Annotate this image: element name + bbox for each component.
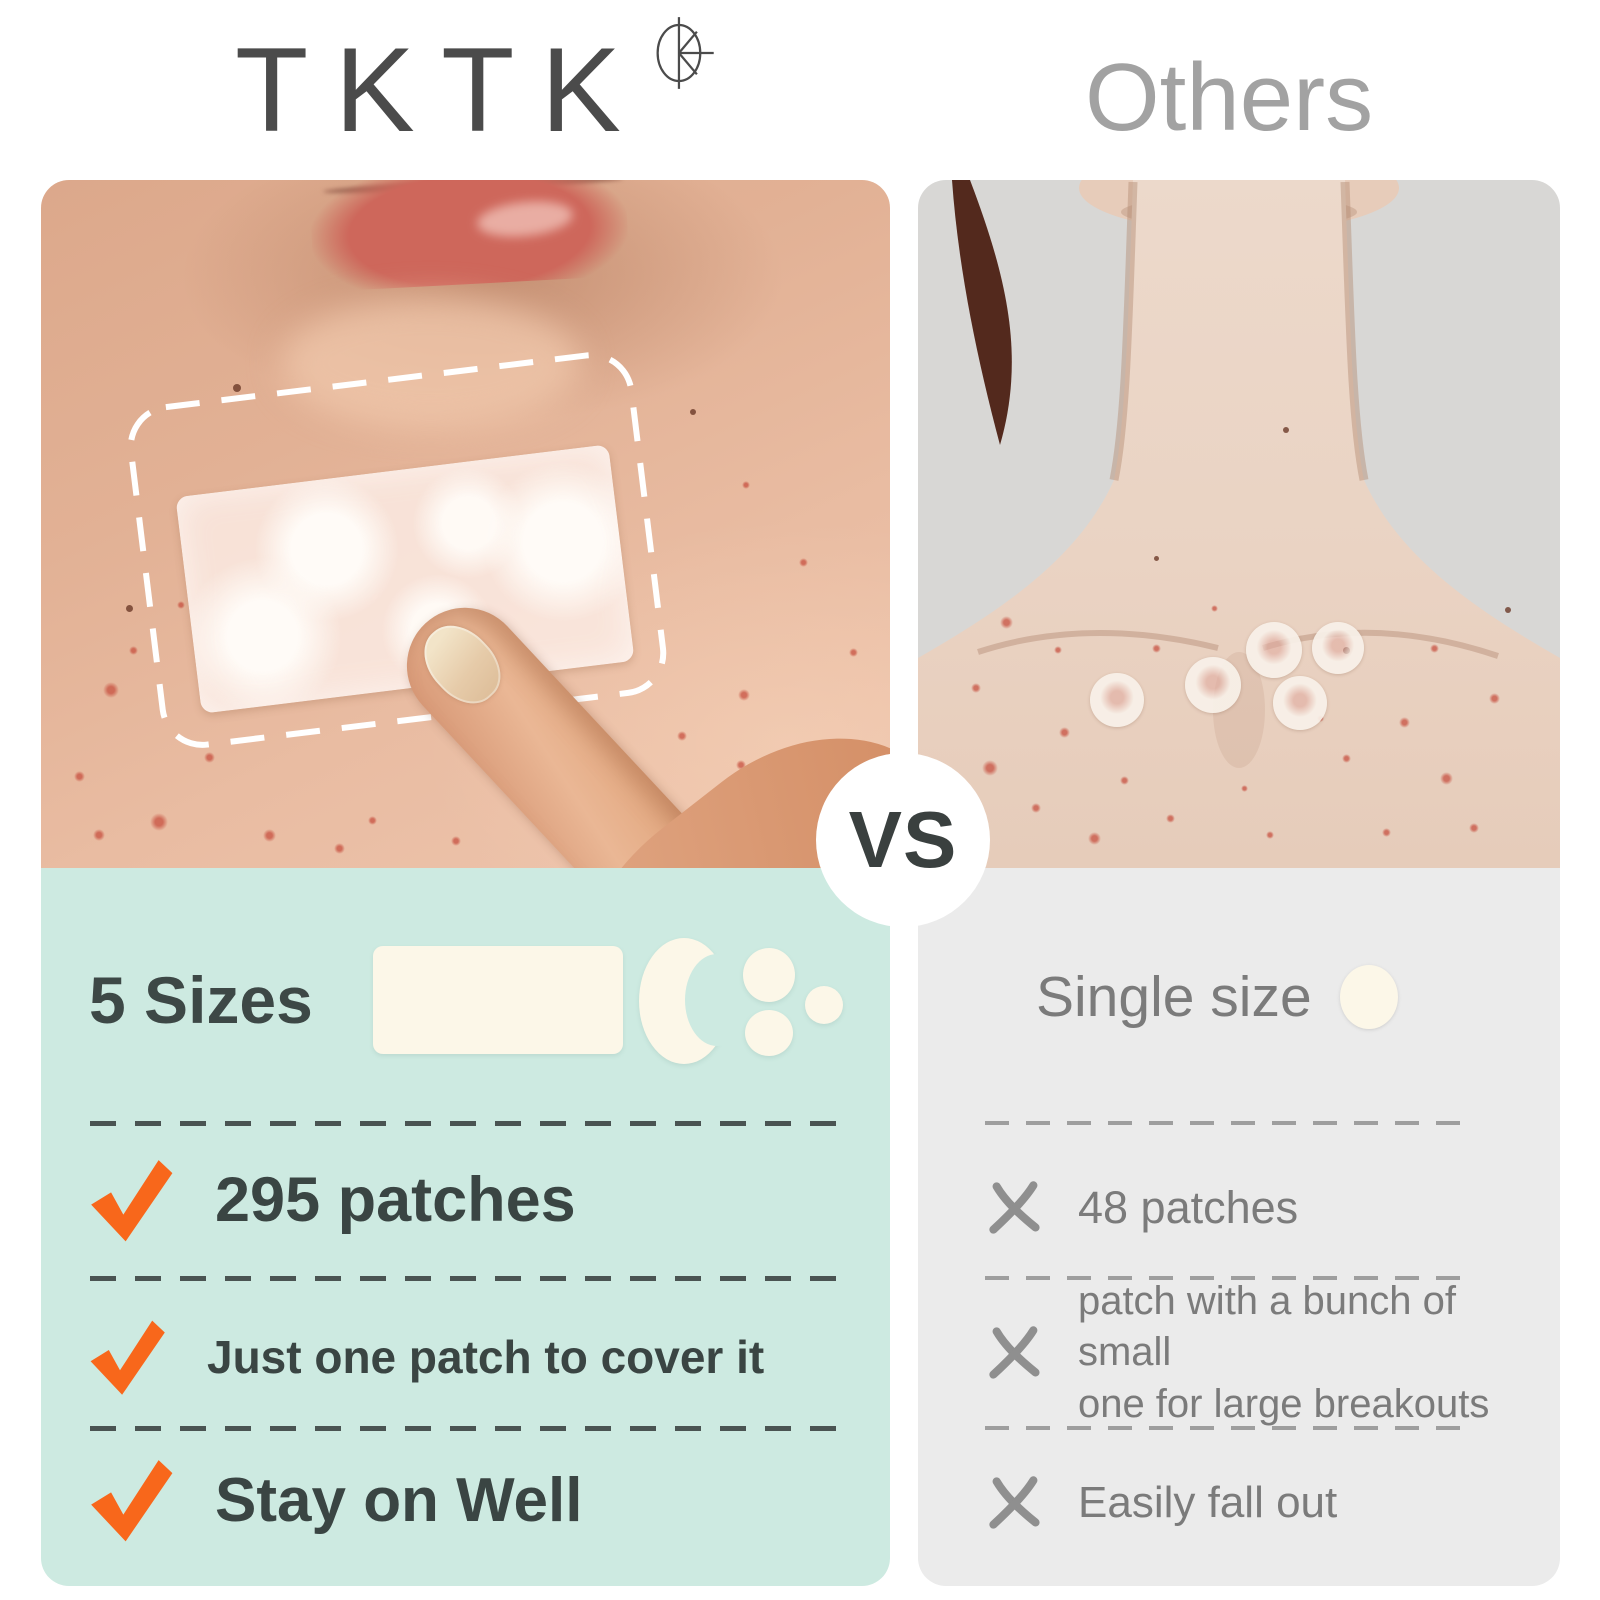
acne-spot [1165, 813, 1175, 823]
acne-spot [1341, 753, 1351, 763]
acne-spot [1439, 771, 1453, 785]
drawback-label: 48 patches [1078, 1182, 1299, 1233]
acne-spot [1398, 716, 1410, 728]
acne-spot [1031, 803, 1041, 813]
acne-spot [1469, 823, 1479, 833]
round-patch [1246, 622, 1302, 678]
round-patch [1185, 657, 1241, 713]
acne-spot [103, 682, 119, 698]
round-patch [1273, 676, 1327, 730]
x-icon [989, 1476, 1040, 1529]
x-icon [989, 1326, 1040, 1379]
tktk-logo-mark-icon [653, 16, 715, 95]
brand-logo: TKTK [235, 17, 715, 157]
acne-spot [982, 760, 998, 776]
feature-row: Just one patch to cover it [85, 1314, 764, 1400]
feature-label: 295 patches [215, 1165, 576, 1235]
mole [690, 409, 696, 415]
photo-others-patches [918, 180, 1560, 868]
acne-spot [1381, 827, 1391, 837]
acne-spot [742, 481, 750, 489]
acne-spot [177, 601, 185, 609]
single-size-label: Single size [1036, 965, 1312, 1029]
acne-spot [736, 760, 746, 770]
acne-spot [1054, 646, 1062, 654]
mole [1283, 427, 1289, 433]
dashed-outline [127, 352, 667, 748]
x-icon [989, 1181, 1040, 1234]
brand-name: TKTK [235, 23, 648, 157]
dashed-divider [90, 1426, 845, 1431]
sizes-heading: 5 Sizes [89, 963, 313, 1037]
acne-spot [1266, 831, 1274, 839]
torso-illustration [918, 180, 1560, 868]
check-icon [91, 1160, 173, 1242]
mole [125, 604, 133, 612]
dashed-divider [90, 1276, 845, 1281]
round-patch [1090, 673, 1144, 727]
drawback-label: patch with a bunch of small one for larg… [1077, 1279, 1490, 1426]
tktk-benefits-panel: 5 Sizes 295 patches Just one patch to co… [41, 868, 890, 1586]
photo-tktk-patch [41, 180, 890, 868]
acne-spot [1058, 726, 1070, 738]
dashed-divider [985, 1426, 1471, 1430]
acne-spot [848, 647, 858, 657]
single-size-row: Single size [1036, 964, 1398, 1030]
mole [233, 384, 241, 392]
acne-spot [1087, 831, 1101, 845]
drawback-row: patch with a bunch of small one for larg… [988, 1279, 1560, 1426]
acne-spot [262, 828, 276, 842]
patch-shape-rectangle-icon [373, 946, 623, 1054]
competitor-label: Others [1085, 44, 1374, 151]
patch-shape-crescent-icon [639, 938, 749, 1064]
acne-spot [1210, 604, 1218, 612]
feature-label: Just one patch to cover it [207, 1331, 765, 1383]
dashed-divider [985, 1276, 1471, 1280]
acne-spot [451, 836, 461, 846]
patch-shape-circle-icon [743, 948, 795, 1002]
acne-spot [128, 645, 138, 655]
check-icon [91, 1460, 173, 1542]
lips [307, 180, 631, 293]
dashed-divider [985, 1121, 1471, 1125]
acne-spot [1429, 643, 1439, 653]
others-drawbacks-panel: Single size 48 patches patch with a bunc… [918, 868, 1560, 1586]
acne-spot [150, 813, 168, 831]
vs-badge: VS [816, 753, 990, 927]
round-patch [1312, 622, 1364, 674]
acne-spot [93, 829, 105, 841]
acne-spot [738, 689, 750, 701]
drawback-row: 48 patches [988, 1173, 1298, 1243]
vs-label: VS [848, 795, 958, 884]
acne-spot [333, 842, 345, 854]
dashed-divider [90, 1121, 845, 1126]
feature-row: 295 patches [85, 1154, 576, 1246]
acne-spot [203, 751, 215, 763]
check-icon [90, 1320, 165, 1395]
acne-spot [999, 615, 1013, 629]
feature-label: Stay on Well [215, 1465, 583, 1535]
patch-shape-circle-icon [745, 1010, 793, 1056]
acne-spot [1488, 692, 1500, 704]
drawback-row: Easily fall out [988, 1468, 1337, 1538]
mole [1505, 607, 1511, 613]
acne-spot [73, 770, 85, 782]
acne-spot [1240, 784, 1248, 792]
single-patch-circle-icon [1339, 965, 1398, 1029]
acne-spot [1151, 643, 1161, 653]
feature-row: Stay on Well [85, 1454, 583, 1546]
acne-spot [1119, 775, 1129, 785]
acne-spot [367, 815, 377, 825]
acne-spot [677, 731, 687, 741]
acne-spot [971, 683, 981, 693]
mole [1153, 555, 1159, 561]
patch-shape-small-circle-icon [805, 986, 843, 1024]
drawback-label: Easily fall out [1078, 1478, 1338, 1527]
acne-spot [798, 557, 808, 567]
